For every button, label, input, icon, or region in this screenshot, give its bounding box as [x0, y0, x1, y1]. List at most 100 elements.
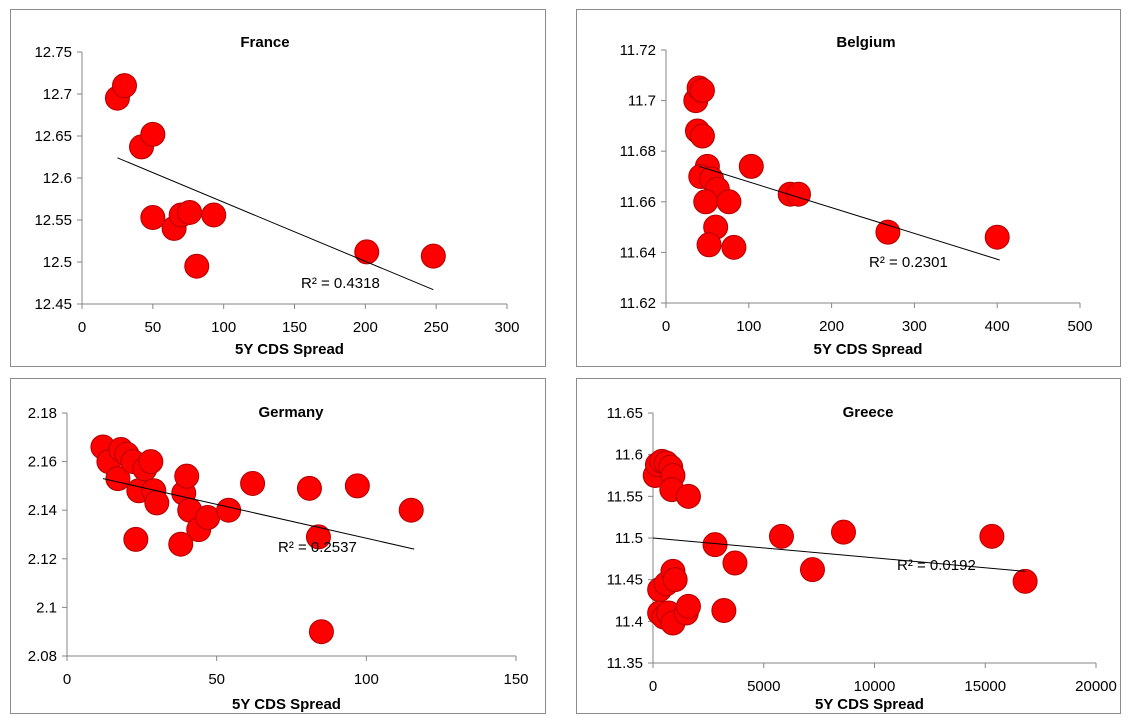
- scatter-point: [308, 619, 334, 645]
- x-tick-label: 20000: [1075, 678, 1117, 695]
- scatter-point: [354, 239, 380, 265]
- scatter-point: [696, 232, 722, 258]
- scatter-point: [140, 204, 166, 230]
- y-tick-label: 11.35: [607, 655, 643, 672]
- trendline: [102, 478, 415, 550]
- x-tick-label: 50: [208, 671, 225, 688]
- x-tick-label: 400: [985, 318, 1010, 335]
- x-axis-label: 5Y CDS Spread: [815, 696, 924, 713]
- y-tick-label: 12.65: [34, 128, 72, 145]
- r-squared-label: R² = 0.2301: [869, 254, 948, 271]
- chart-panel-germany: [10, 378, 546, 714]
- y-tick-label: 2.08: [28, 648, 57, 665]
- r-squared-label: R² = 0.4318: [301, 275, 380, 292]
- x-tick-label: 100: [211, 319, 236, 336]
- scatter-point: [711, 598, 737, 623]
- trendline: [698, 165, 1000, 261]
- scatter-point: [738, 153, 764, 179]
- scatter-point: [768, 523, 794, 549]
- chart-panel-france: [10, 9, 546, 367]
- chart-title: Belgium: [836, 34, 895, 51]
- y-tick-label: 12.6: [43, 170, 72, 187]
- y-tick-label: 12.5: [43, 254, 72, 271]
- x-tick-label: 300: [494, 319, 519, 336]
- y-tick-label: 11.66: [620, 194, 656, 211]
- y-tick-label: 2.1: [36, 599, 57, 616]
- scatter-point: [138, 449, 164, 475]
- y-tick-label: 12.55: [34, 212, 72, 229]
- scatter-point: [689, 123, 715, 149]
- y-tick-label: 2.12: [28, 551, 57, 568]
- scatter-point: [140, 121, 166, 147]
- chart-panel-greece: [576, 378, 1121, 714]
- y-tick-label: 12.7: [43, 86, 72, 103]
- scatter-point: [830, 519, 856, 545]
- x-axis-label: 5Y CDS Spread: [232, 696, 341, 713]
- r-squared-label: R² = 0.2537: [278, 539, 357, 556]
- x-tick-label: 0: [63, 671, 71, 688]
- scatter-point: [689, 77, 715, 103]
- y-tick-label: 11.64: [620, 244, 656, 261]
- chart-title: France: [240, 34, 289, 51]
- x-tick-label: 200: [353, 319, 378, 336]
- scatter-point: [105, 466, 131, 492]
- y-tick-label: 12.45: [34, 296, 72, 313]
- y-tick-label: 12.75: [34, 44, 72, 61]
- scatter-point: [184, 253, 210, 279]
- scatter-point: [662, 567, 688, 593]
- scatter-point: [201, 202, 227, 228]
- r-squared-label: R² = 0.0192: [897, 557, 976, 574]
- y-tick-label: 11.7: [628, 93, 656, 110]
- scatter-point: [174, 463, 200, 489]
- chart-panel-belgium: [576, 9, 1121, 367]
- scatter-point: [305, 524, 331, 550]
- y-tick-label: 11.6: [615, 447, 643, 464]
- scatter-point: [721, 234, 747, 260]
- x-axis-label: 5Y CDS Spread: [814, 341, 923, 358]
- x-tick-label: 0: [662, 318, 670, 335]
- y-tick-label: 11.45: [607, 572, 643, 589]
- x-tick-label: 0: [78, 319, 86, 336]
- scatter-point: [675, 593, 701, 619]
- scatter-point: [984, 224, 1010, 250]
- y-tick-label: 11.4: [615, 613, 643, 630]
- x-tick-label: 150: [503, 671, 528, 688]
- y-tick-label: 11.68: [620, 143, 656, 160]
- scatter-point: [240, 470, 266, 496]
- scatter-point: [799, 557, 825, 583]
- x-tick-label: 300: [902, 318, 927, 335]
- x-tick-label: 500: [1067, 318, 1092, 335]
- trendline: [117, 157, 434, 291]
- scatter-point: [875, 219, 901, 245]
- y-tick-label: 11.5: [615, 530, 643, 547]
- scatter-point: [398, 497, 424, 523]
- scatter-point: [785, 181, 811, 207]
- y-tick-label: 2.14: [28, 502, 57, 519]
- scatter-point: [1012, 568, 1038, 594]
- y-tick-label: 2.16: [28, 454, 57, 471]
- scatter-point: [716, 189, 742, 215]
- x-tick-label: 0: [649, 678, 657, 695]
- y-tick-label: 11.62: [620, 295, 656, 312]
- x-tick-label: 100: [736, 318, 761, 335]
- x-tick-label: 150: [282, 319, 307, 336]
- y-tick-label: 11.72: [620, 42, 656, 59]
- x-tick-label: 250: [424, 319, 449, 336]
- chart-title: Germany: [258, 404, 324, 421]
- scatter-point: [168, 531, 194, 557]
- y-tick-label: 11.55: [607, 488, 643, 505]
- chart-title: Greece: [843, 404, 894, 421]
- scatter-point: [420, 243, 446, 269]
- scatter-point: [112, 73, 137, 99]
- scatter-point: [675, 483, 701, 509]
- scatter-point: [979, 523, 1005, 549]
- x-axis-label: 5Y CDS Spread: [235, 341, 344, 358]
- x-tick-label: 5000: [747, 678, 780, 695]
- x-tick-label: 100: [354, 671, 379, 688]
- y-tick-label: 2.18: [28, 405, 57, 422]
- scatter-point: [344, 473, 370, 499]
